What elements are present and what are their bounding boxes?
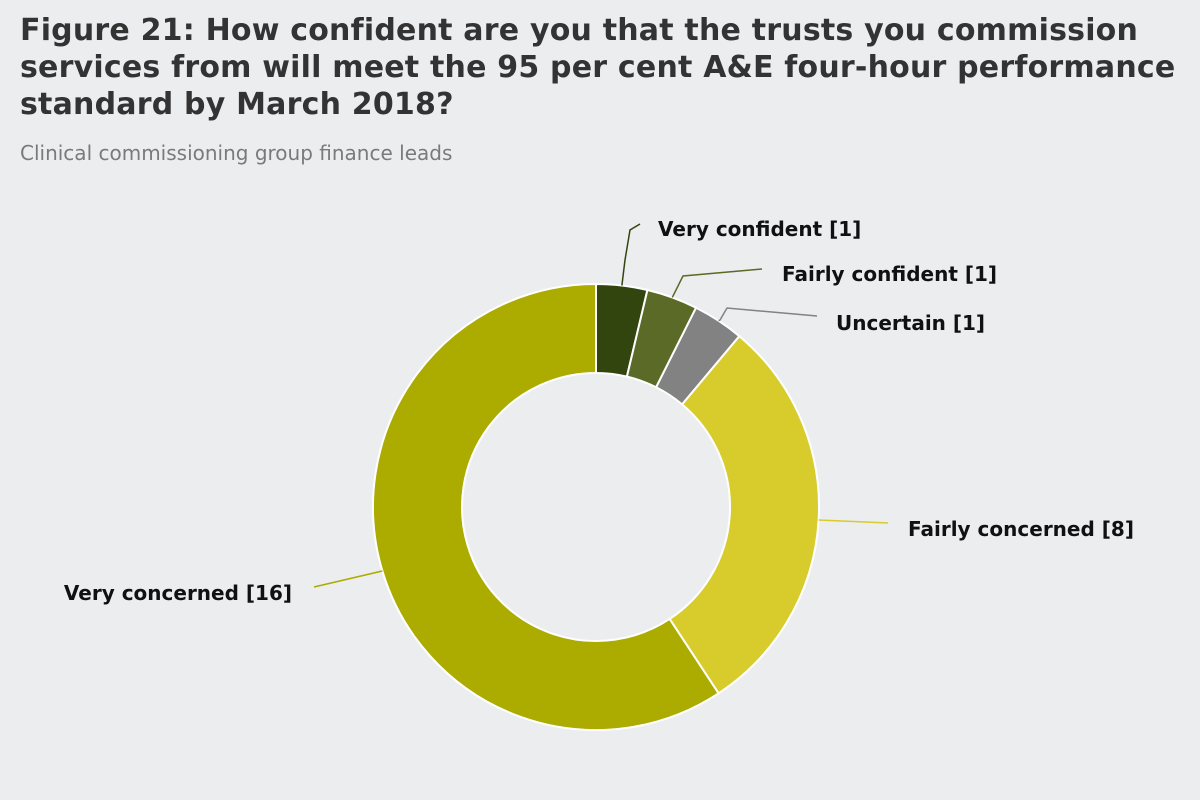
label-leader-lines <box>313 223 889 588</box>
slice-very-concerned <box>372 282 720 731</box>
leader-line-very-concerned <box>313 570 383 588</box>
leader-line-very-confident <box>621 223 641 286</box>
chart-subtitle: Clinical commissioning group finance lea… <box>20 141 453 165</box>
slice-label-very-concerned: Very concerned [16] <box>64 581 292 605</box>
slice-label-fairly-concerned: Fairly concerned [8] <box>908 517 1134 541</box>
chart-title: Figure 21: How confident are you that th… <box>20 13 1176 122</box>
donut-slices <box>372 282 820 731</box>
slice-label-uncertain: Uncertain [1] <box>836 311 985 335</box>
slice-fairly-concerned <box>668 334 820 695</box>
slice-label-very-confident: Very confident [1] <box>658 217 861 241</box>
slice-label-fairly-confident: Fairly confident [1] <box>782 262 997 286</box>
slice-labels: Very confident [1] Fairly confident [1] Un… <box>64 217 1134 605</box>
leader-line-fairly-concerned <box>818 519 889 524</box>
leader-line-fairly-confident <box>671 268 763 298</box>
leader-line-uncertain <box>718 307 818 322</box>
